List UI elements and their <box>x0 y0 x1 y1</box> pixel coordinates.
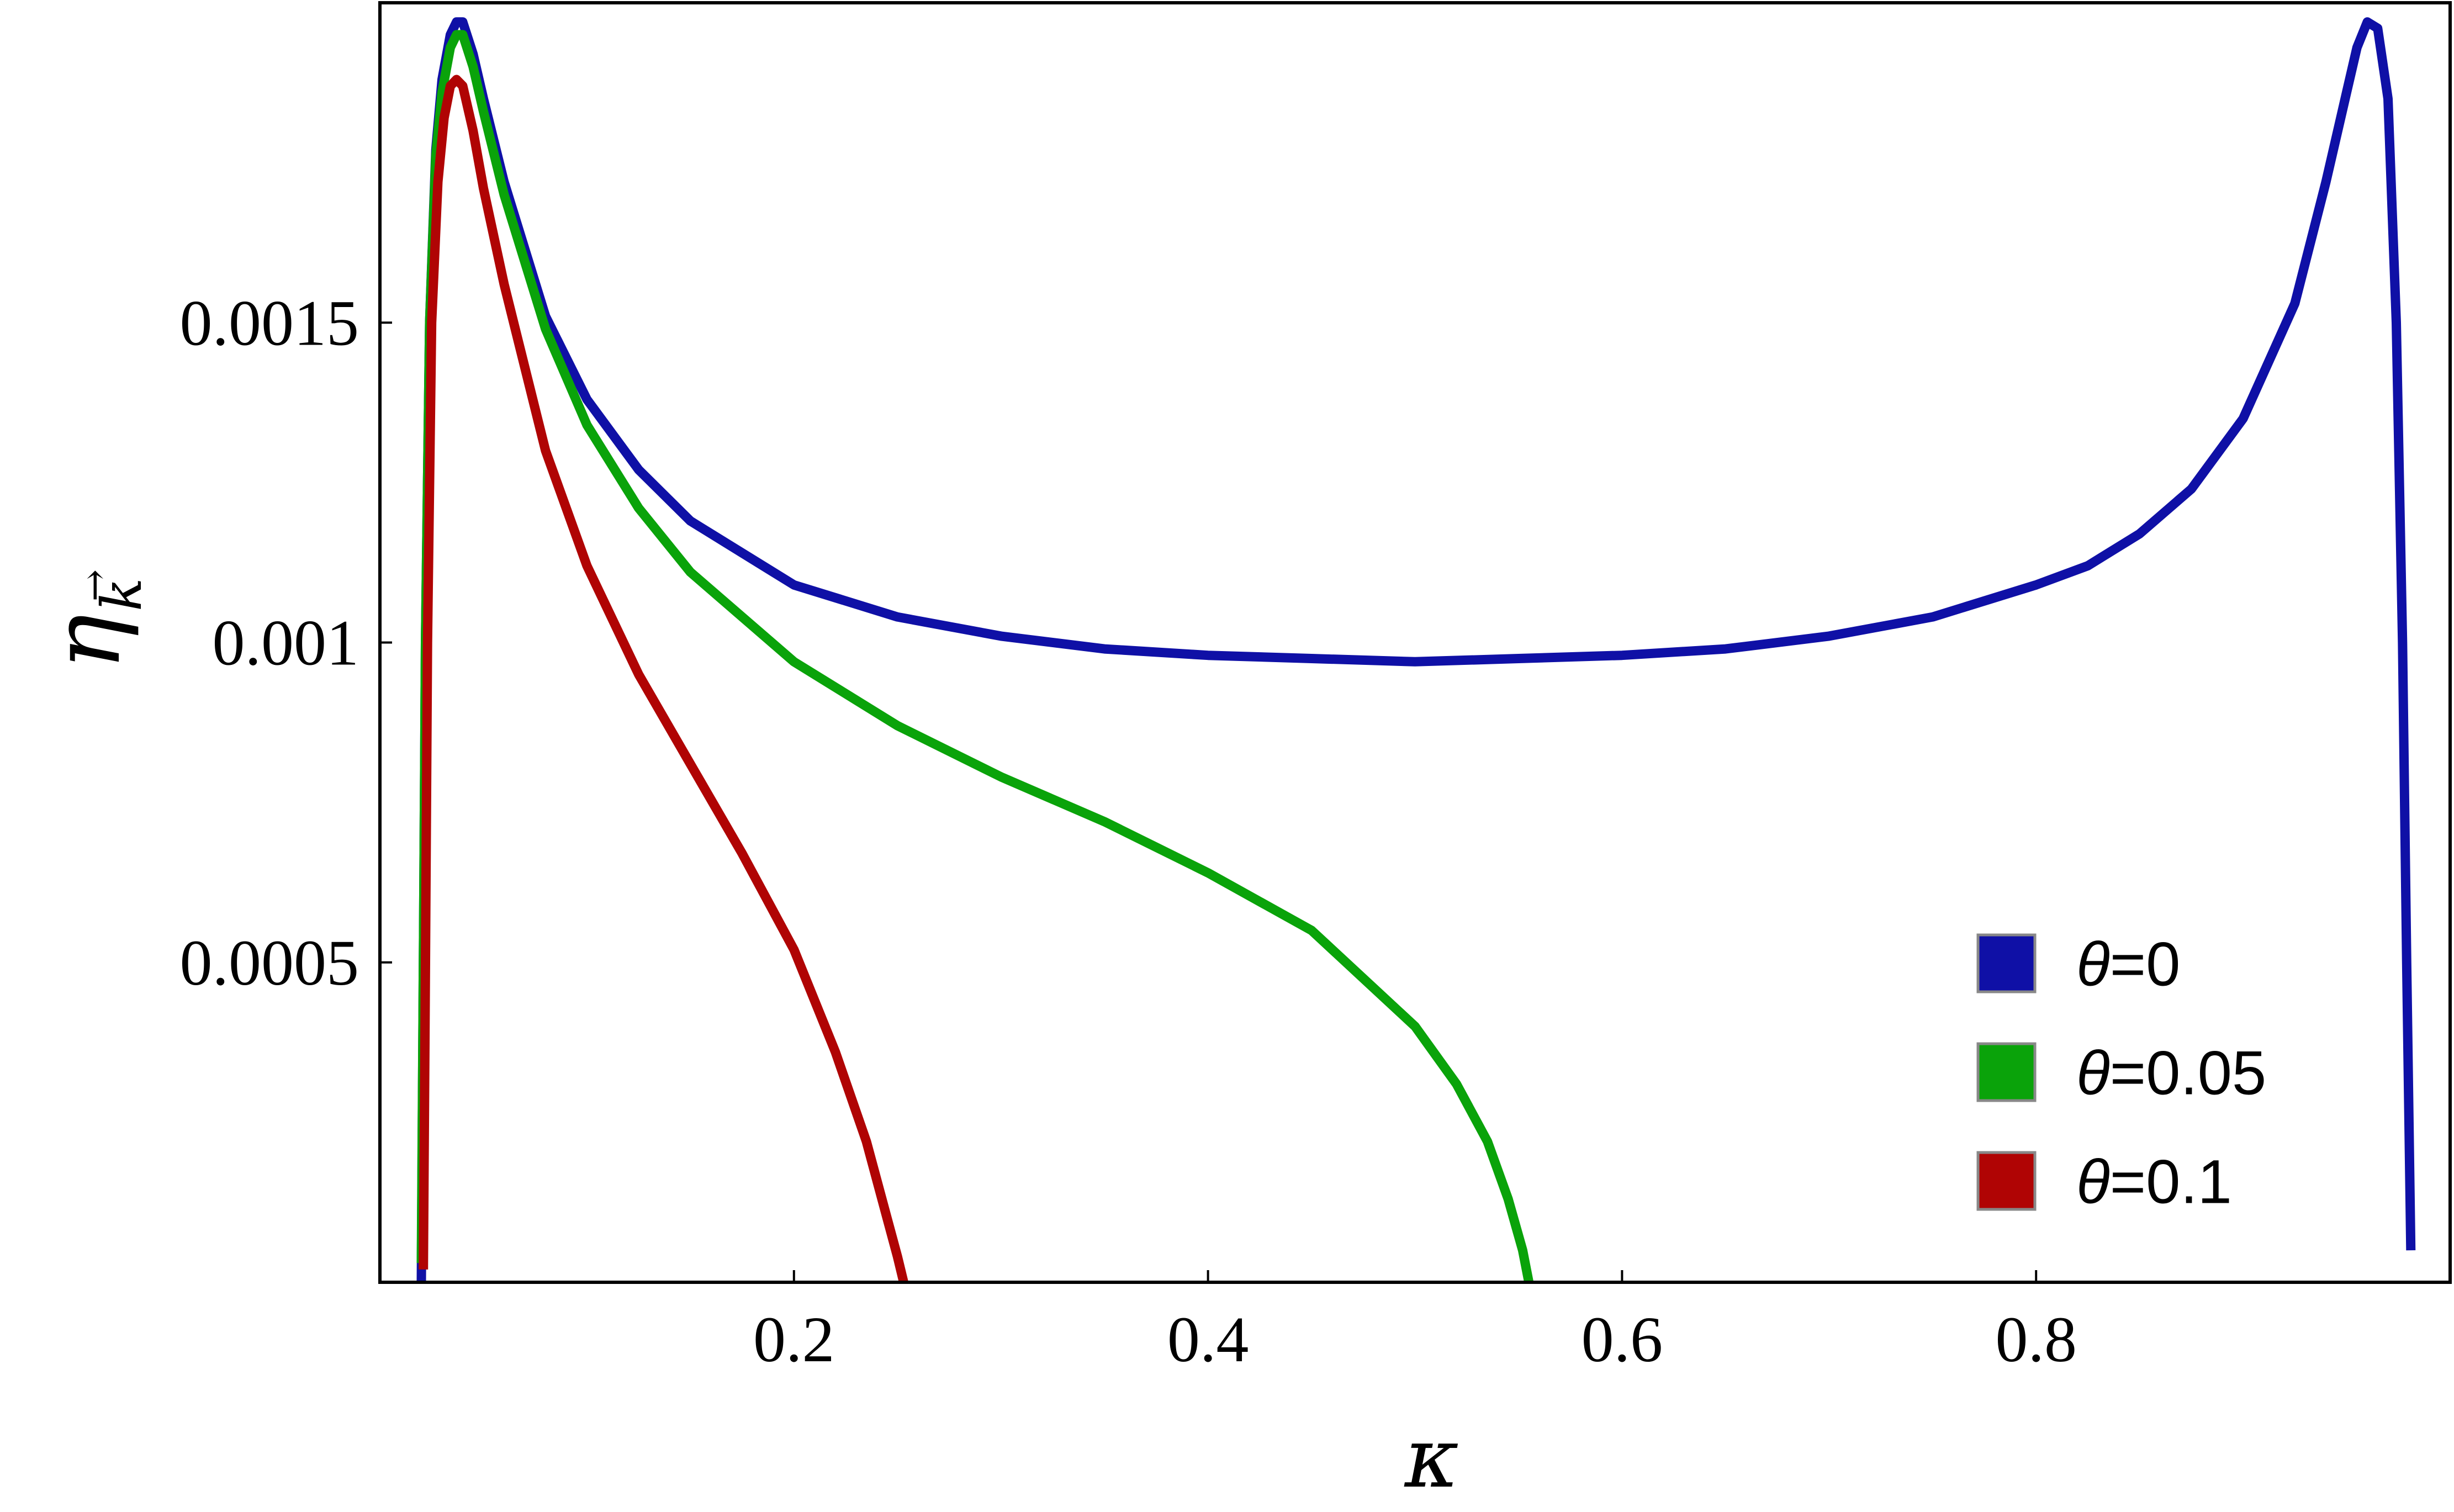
legend: θ=0 θ=0.05 θ=0.1 <box>1976 930 2266 1217</box>
y-tick-label-1: 0.001 <box>213 607 359 679</box>
x-axis-title: κ <box>1404 1410 1459 1506</box>
tick-layer: 0.2 0.4 0.6 0.8 0.0005 0.001 0.0015 <box>180 287 2077 1376</box>
y-tick-label-0: 0.0005 <box>180 927 359 999</box>
legend-label-1: θ=0.05 <box>2076 1039 2266 1108</box>
legend-swatch-1 <box>1976 1042 2037 1102</box>
y-axis-title-accent: → <box>72 569 117 602</box>
legend-swatch-0 <box>1976 933 2037 993</box>
y-tick-label-2: 0.0015 <box>180 287 359 359</box>
y-axis-title: η k → <box>32 569 154 670</box>
x-tick-label-3: 0.8 <box>1995 1303 2077 1376</box>
svg-text:η k: η k <box>32 578 154 670</box>
series-line-2 <box>419 75 908 1283</box>
legend-label-2: θ=0.1 <box>2076 1148 2232 1217</box>
x-tick-label-0: 0.2 <box>753 1303 835 1376</box>
y-axis-title-sub: k <box>89 578 154 611</box>
y-axis-title-main: η <box>32 614 141 670</box>
x-tick-label-2: 0.6 <box>1582 1303 1663 1376</box>
x-tick-label-1: 0.4 <box>1167 1303 1249 1376</box>
series-line-0 <box>416 17 2416 1283</box>
legend-label-0: θ=0 <box>2076 930 2180 999</box>
series-layer <box>416 17 2416 1283</box>
legend-swatch-2 <box>1976 1151 2037 1211</box>
